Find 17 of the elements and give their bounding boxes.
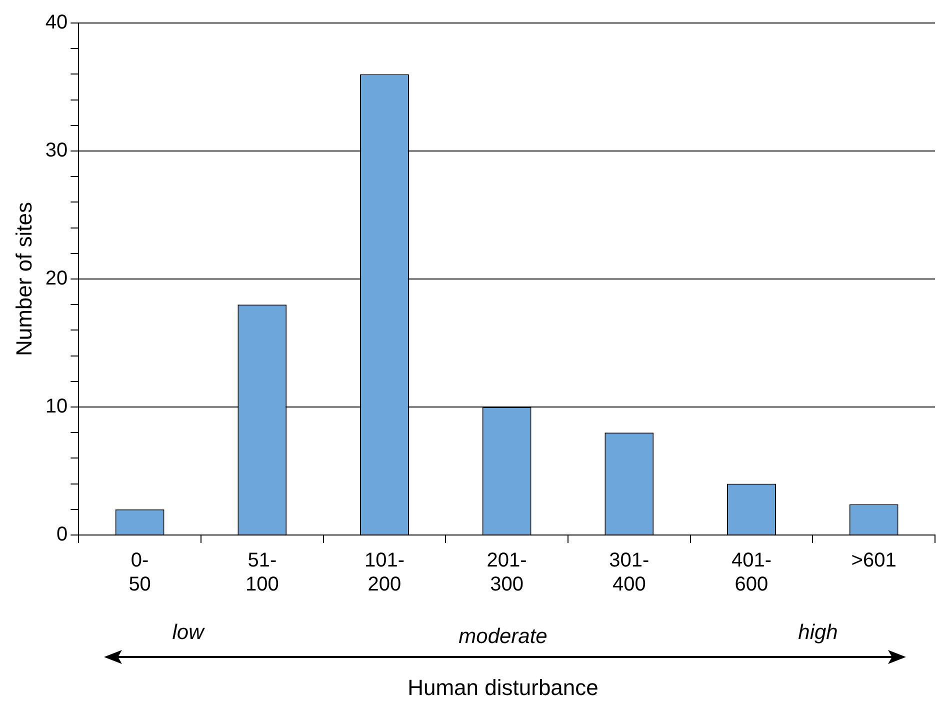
text: moderate — [458, 625, 548, 649]
x-tick-label: 51-100 — [245, 550, 279, 596]
x-axis-title: Human disturbance — [406, 675, 600, 701]
text: low — [172, 621, 204, 645]
x-tick-label: 201-300 — [486, 550, 527, 596]
y-axis-title: Number of sites — [11, 202, 36, 356]
text: high — [798, 621, 838, 645]
x-tick-label: 401-600 — [731, 550, 772, 596]
x-tick-label: 0-50 — [128, 550, 151, 596]
x-tick-label: 301-400 — [609, 550, 650, 596]
x-tick-label: >601 — [851, 550, 896, 572]
y-tick-label: 0 — [56, 524, 68, 546]
y-tick-label: 30 — [45, 140, 68, 162]
x-tick-label: 101-200 — [364, 550, 404, 596]
y-tick-label: 20 — [45, 268, 68, 290]
y-tick-label: 40 — [45, 12, 68, 34]
y-tick-label: 10 — [45, 396, 68, 418]
